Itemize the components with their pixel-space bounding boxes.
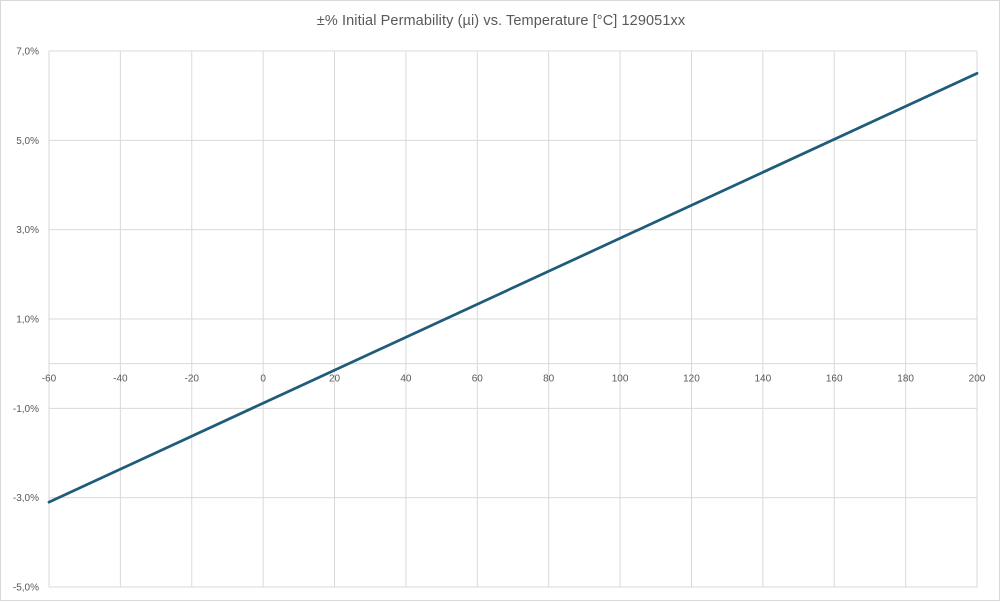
- x-tick-label: -60: [42, 374, 57, 385]
- x-tick-label: 20: [329, 374, 341, 385]
- x-tick-label: 0: [260, 374, 266, 385]
- y-tick-label: 3,0%: [16, 225, 39, 236]
- x-tick-label: 200: [969, 374, 986, 385]
- chart-title: ±% Initial Permability (µi) vs. Temperat…: [316, 13, 686, 29]
- series-line: [47, 71, 979, 504]
- y-tick-label: -1,0%: [13, 404, 39, 415]
- x-tick-label: -20: [185, 374, 200, 385]
- x-tick-label: 160: [826, 374, 843, 385]
- x-axis: [48, 51, 977, 587]
- y-tick-label: -5,0%: [13, 583, 39, 594]
- tick-labels: 7,0% 5,0% 3,0% 1,0% -1,0% -3,0% -5,0% -60 -40 -20…: [13, 47, 986, 594]
- x-tick-label: 140: [755, 374, 772, 385]
- x-tick-label: 80: [543, 374, 555, 385]
- x-tick-label: 60: [472, 374, 484, 385]
- y-tick-label: 1,0%: [16, 315, 39, 326]
- x-tick-label: 120: [683, 374, 700, 385]
- x-tick-label: 40: [400, 374, 412, 385]
- y-tick-label: 5,0%: [16, 136, 39, 147]
- y-tick-label: -3,0%: [13, 493, 39, 504]
- grid-lines: [48, 50, 978, 588]
- x-tick-label: 180: [897, 374, 914, 385]
- y-tick-label: 7,0%: [16, 47, 39, 58]
- x-tick-label: -40: [113, 374, 128, 385]
- x-tick-label: 100: [612, 374, 629, 385]
- series-layer: [47, 71, 979, 504]
